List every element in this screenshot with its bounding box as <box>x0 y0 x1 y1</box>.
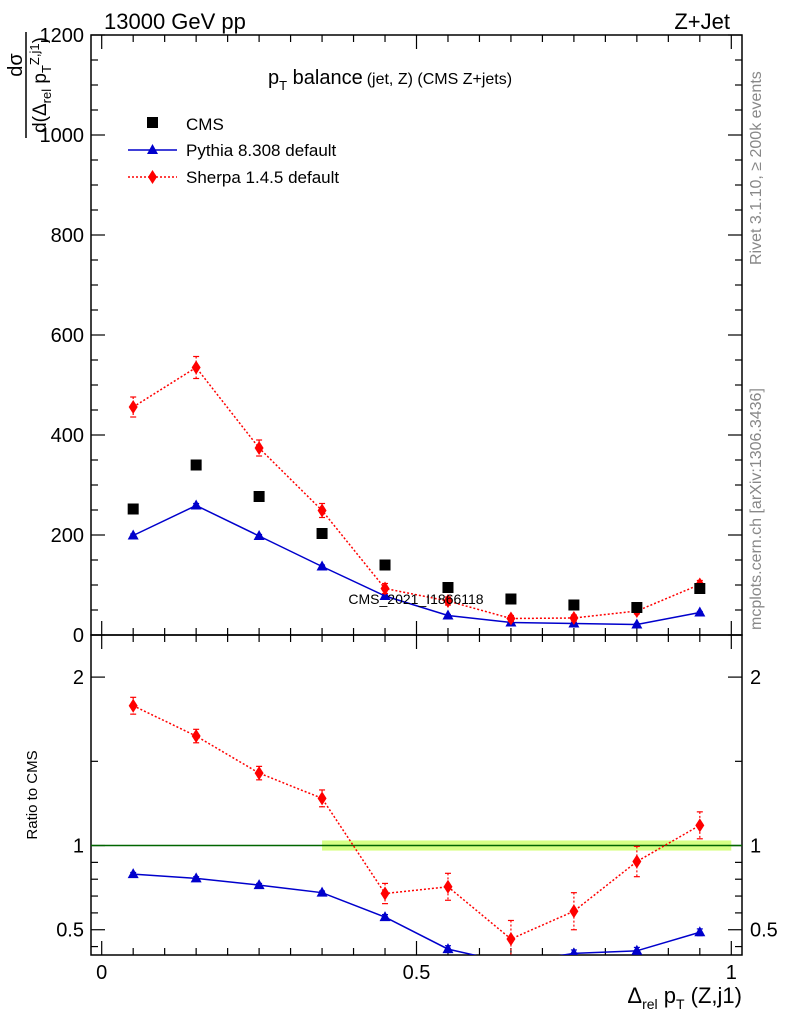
point-pythia <box>127 868 139 879</box>
ratio-ytick-label-right: 0.5 <box>750 920 778 942</box>
ratio-data-layer <box>127 696 706 967</box>
main-ytick-label: 600 <box>51 325 84 347</box>
point-sherpa <box>695 818 705 833</box>
main-title: pT balance (jet, Z) (CMS Z+jets) <box>268 67 512 93</box>
series-line-pythia <box>133 873 701 955</box>
ratio-ytick-label: 2 <box>73 667 84 689</box>
point-pythia <box>316 560 328 571</box>
legend-pythia-marker <box>147 144 158 154</box>
main-ytick-label: 800 <box>51 225 84 247</box>
point-sherpa <box>191 729 201 744</box>
point-pythia <box>253 879 265 890</box>
series-line-sherpa <box>132 705 701 940</box>
legend-cms-marker <box>147 117 158 128</box>
main-panel: 0 200 400 600 800 1000 1200 <box>40 25 743 647</box>
ratio-ytick-label-right: 1 <box>750 836 761 858</box>
point-pythia <box>442 609 454 620</box>
ratio-panel: 0 0.5 1 0.5 0.5 1 1 2 2 <box>56 634 778 984</box>
legend-pythia-label: Pythia 8.308 default <box>186 141 337 160</box>
main-title-rest: balance <box>287 67 363 89</box>
point-sherpa <box>569 611 579 625</box>
point-sherpa <box>128 400 138 414</box>
ratio-xtick-label: 0.5 <box>403 962 431 984</box>
ratio-xtick-label: 0 <box>96 962 107 984</box>
main-title-p: p <box>268 67 279 89</box>
point-sherpa <box>191 360 201 375</box>
series-line-sherpa <box>132 366 701 620</box>
main-ytick-label: 200 <box>51 525 84 547</box>
point-pythia <box>253 530 265 540</box>
point-pythia <box>569 947 579 955</box>
main-ytick-label: 1200 <box>40 25 85 47</box>
ratio-xtick-label: 1 <box>726 962 737 984</box>
main-title-sub: T <box>279 78 287 93</box>
legend-cms-label: CMS <box>186 115 224 134</box>
point-cms <box>694 583 706 594</box>
ratio-ytick-label: 0.5 <box>56 920 84 942</box>
point-sherpa <box>569 904 579 919</box>
point-cms <box>127 503 139 515</box>
point-sherpa <box>506 932 516 946</box>
legend-sherpa-label: Sherpa 1.4.5 default <box>186 168 339 187</box>
point-cms <box>568 599 580 611</box>
point-sherpa <box>254 441 264 455</box>
energy-label: 13000 GeV pp <box>104 9 246 34</box>
point-pythia <box>631 618 643 629</box>
main-ytick-label: 400 <box>51 425 84 447</box>
point-pythia <box>694 926 706 937</box>
point-cms <box>505 593 517 605</box>
mcplots-label: mcplots.cern.ch [arXiv:1306.3436] <box>748 388 765 630</box>
point-sherpa <box>317 791 327 806</box>
point-cms <box>190 459 202 471</box>
analysis-watermark: CMS_2021_I1866118 <box>348 591 483 607</box>
point-pythia <box>442 943 454 954</box>
point-cms <box>631 602 643 613</box>
legend-sherpa-marker <box>148 170 157 184</box>
legend: CMS Pythia 8.308 default Sherpa 1.4.5 de… <box>128 115 339 187</box>
point-sherpa <box>317 503 327 518</box>
point-cms <box>316 528 328 539</box>
main-data-layer <box>127 355 706 629</box>
point-pythia <box>631 944 643 955</box>
point-sherpa <box>443 594 453 608</box>
main-title-small: (jet, Z) (CMS Z+jets) <box>367 71 512 88</box>
point-sherpa <box>254 766 264 781</box>
main-ylabel: dσ d(Δrel pTZ,j1) <box>5 32 54 138</box>
point-pythia <box>316 886 328 897</box>
point-sherpa <box>128 698 138 713</box>
main-ytick-label: 0 <box>73 625 84 647</box>
ratio-ylabel: Ratio to CMS <box>24 750 41 839</box>
rivet-label: Rivet 3.1.10, ≥ 200k events <box>748 71 765 265</box>
main-ytick-label: 1000 <box>40 125 85 147</box>
point-pythia <box>694 606 706 617</box>
x-axis-label: Δrel pT (Z,j1) <box>627 983 742 1012</box>
ratio-frame <box>90 634 743 956</box>
process-label: Z+Jet <box>674 9 730 34</box>
point-pythia <box>190 872 202 883</box>
series-line-pythia <box>132 504 700 626</box>
point-sherpa <box>506 611 516 626</box>
ratio-ytick-label-right: 2 <box>750 667 761 689</box>
point-sherpa <box>632 854 642 869</box>
point-pythia <box>127 529 139 540</box>
point-cms <box>379 559 391 571</box>
point-pythia <box>505 957 516 967</box>
ylabel-numerator: dσ <box>5 53 27 77</box>
point-cms <box>442 582 454 593</box>
point-sherpa <box>443 879 453 894</box>
point-cms <box>253 491 265 502</box>
point-sherpa <box>380 886 390 901</box>
ratio-ytick-label: 1 <box>73 836 84 858</box>
point-sherpa <box>380 581 390 596</box>
ylabel-denominator: d(Δrel pTZ,j1) <box>27 37 54 133</box>
point-pythia <box>190 499 202 510</box>
point-pythia <box>379 911 391 922</box>
